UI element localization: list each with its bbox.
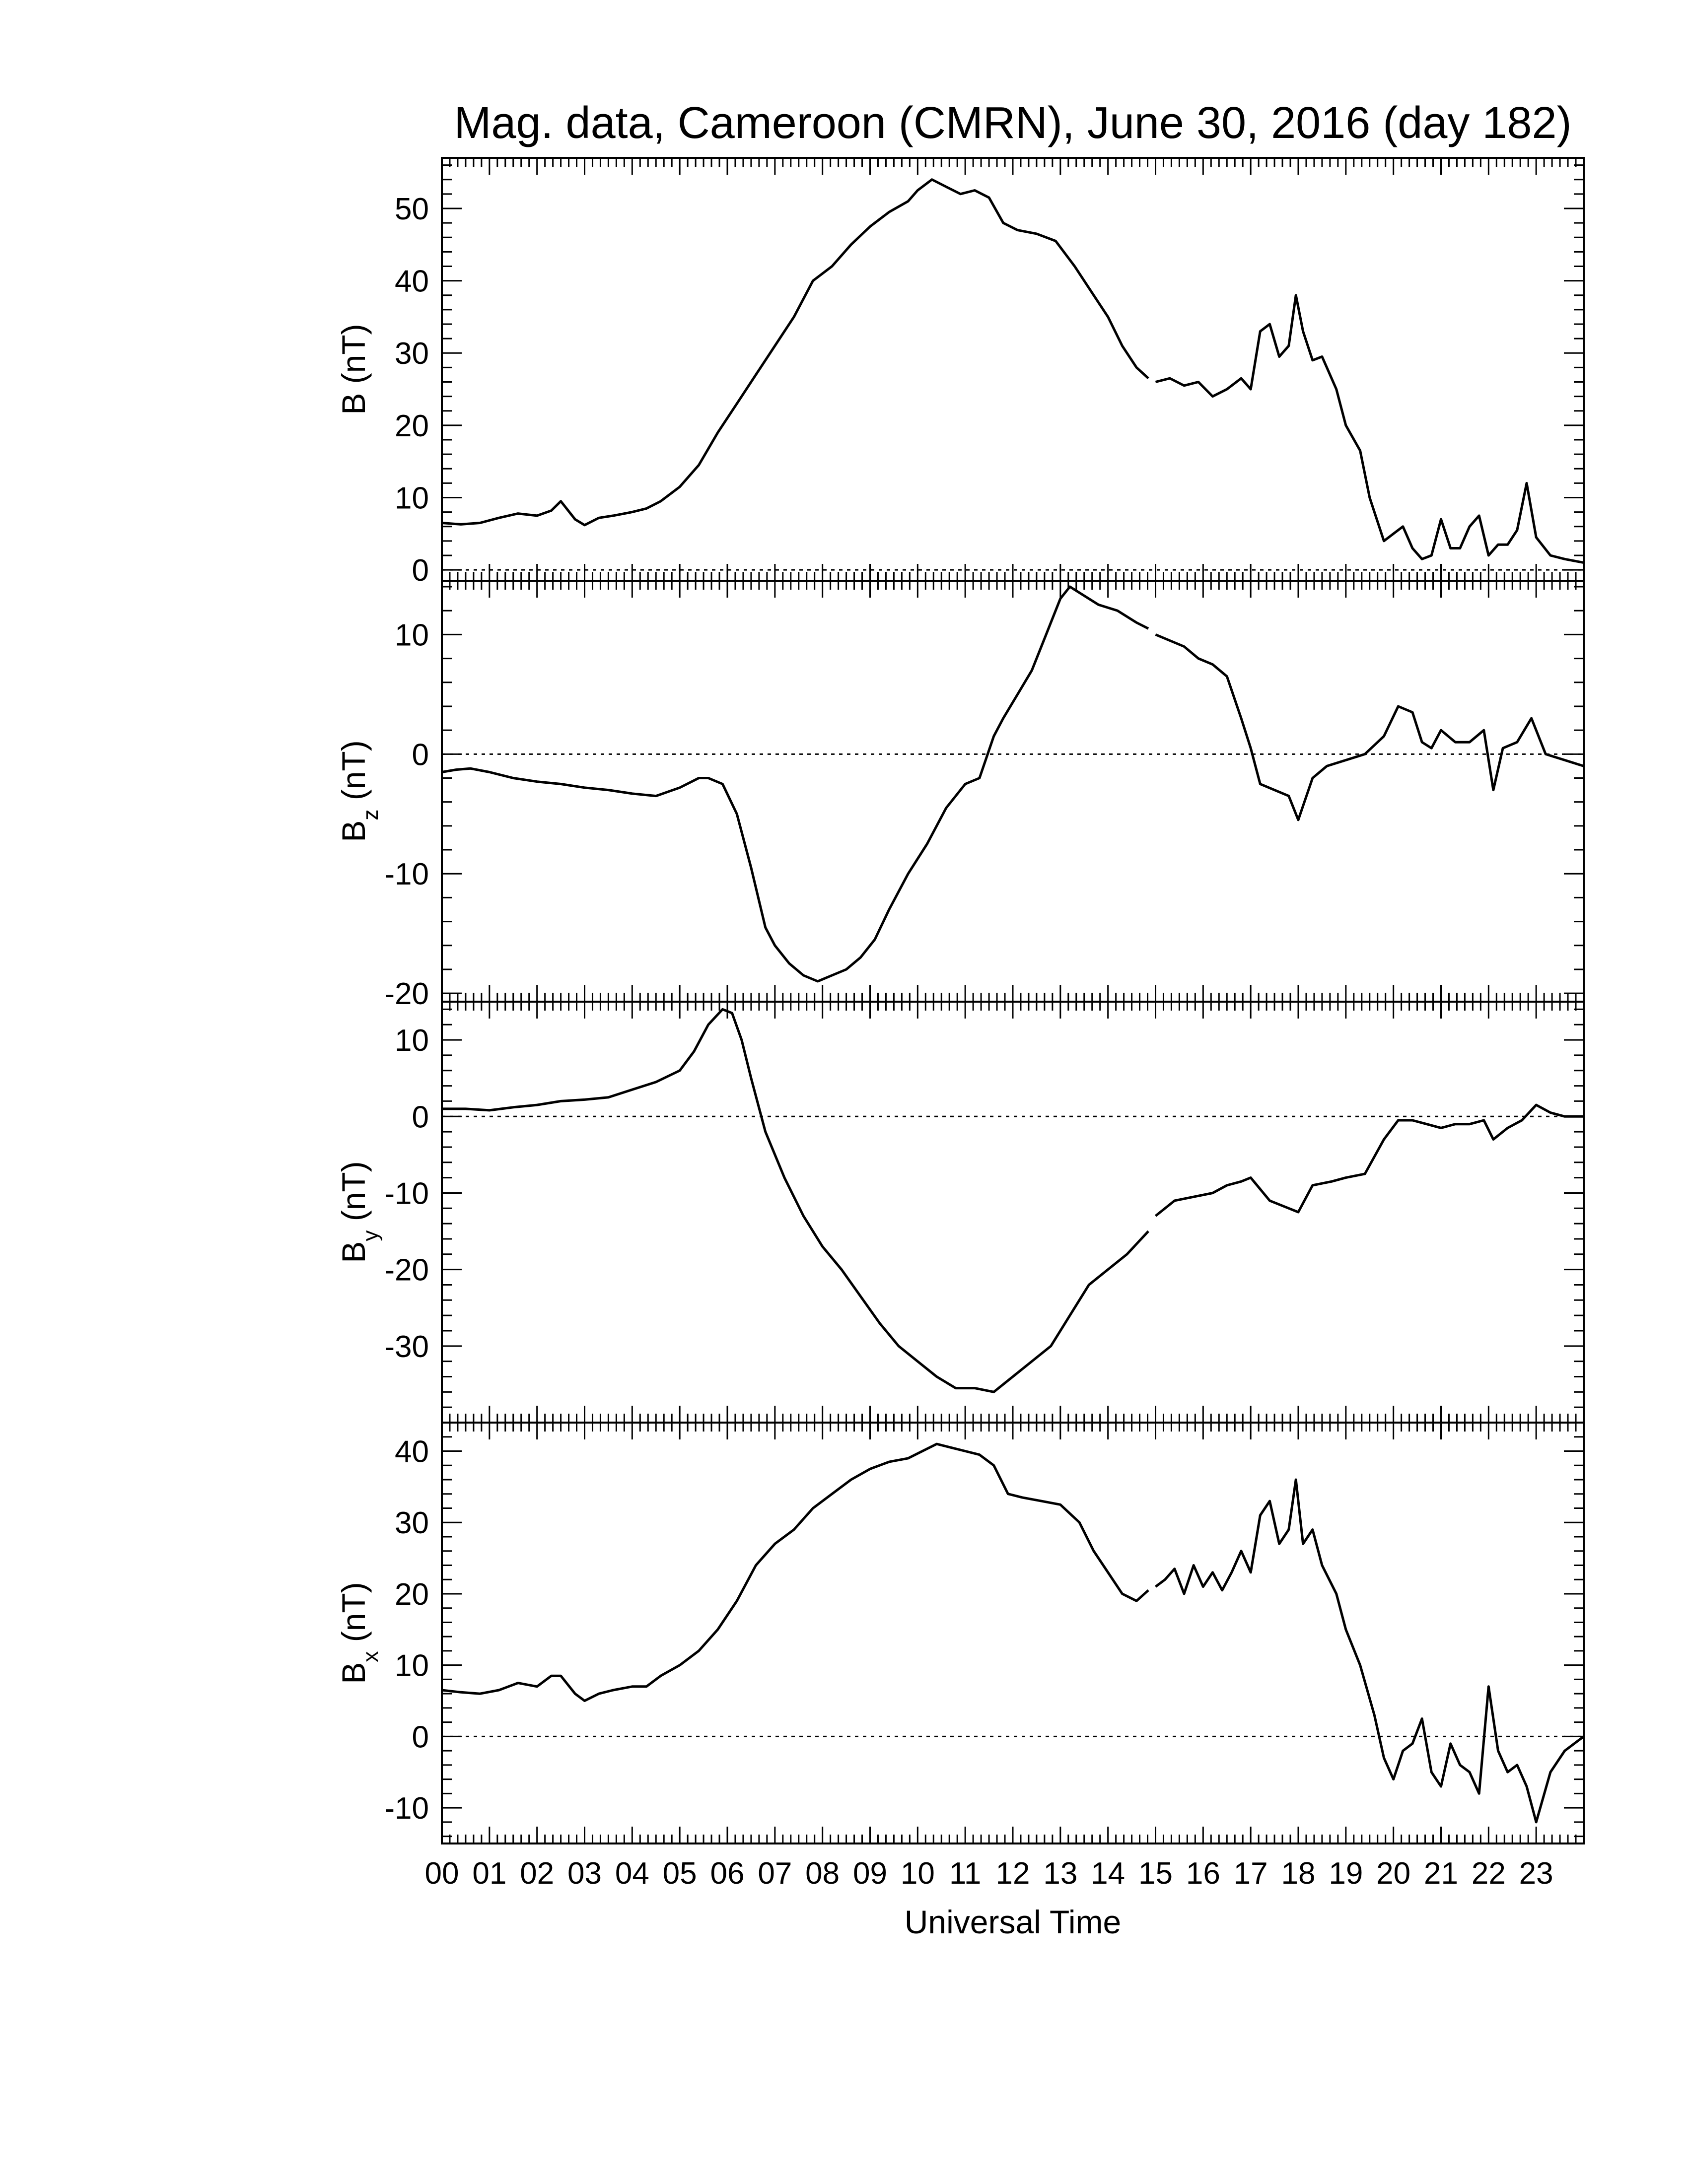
panel-frame: [441, 157, 1585, 582]
y-tick-label: 20: [395, 1577, 429, 1612]
y-tick-label: 0: [412, 738, 429, 772]
x-tick-label: 09: [853, 1856, 887, 1891]
x-tick-label: 08: [805, 1856, 840, 1891]
x-tick-label: 00: [425, 1856, 459, 1891]
series-line-Bx-1: [441, 1442, 1149, 1702]
x-tick-label: 11: [949, 1856, 981, 1891]
series-line-Bz-2: [1155, 633, 1584, 821]
y-tick-label: -20: [384, 1253, 429, 1288]
series-line-By-1: [442, 1008, 1149, 1393]
series-line-Bz-1: [441, 585, 1149, 983]
x-tick-label: 19: [1329, 1856, 1363, 1891]
y-tick-label: -30: [384, 1330, 429, 1364]
series-line-B-2: [1155, 294, 1584, 564]
panel-B: 0 10 20 30 40 50 B (nT): [335, 157, 1585, 588]
x-tick-label: 03: [567, 1856, 602, 1891]
y-tick-label: 0: [412, 553, 429, 588]
x-axis-label: Universal Time: [905, 1904, 1121, 1940]
x-tick-label: 15: [1138, 1856, 1173, 1891]
x-tick-label: 20: [1376, 1856, 1410, 1891]
y-axis-label-By: By (nT): [335, 1161, 383, 1263]
y-tick-label: -10: [384, 1791, 429, 1826]
x-tick-label: 13: [1043, 1856, 1077, 1891]
y-tick-label: 30: [395, 1506, 429, 1540]
x-tick-label: 07: [758, 1856, 792, 1891]
x-tick-label: 10: [901, 1856, 935, 1891]
x-tick-label: 02: [520, 1856, 554, 1891]
y-axis-label-Bz: Bz (nT): [335, 740, 383, 842]
x-tick-label: 04: [615, 1856, 649, 1891]
y-tick-label: -20: [384, 977, 429, 1011]
x-tick-label: 21: [1424, 1856, 1458, 1891]
panel-Bx: -10 0 10 20 30 40 Bx (nT): [335, 1422, 1585, 1844]
panel-Bz: -20 -10 0 10 Bz (nT): [335, 580, 1585, 1011]
series-line-Bx-2: [1154, 1478, 1585, 1824]
y-tick-label: -10: [384, 1176, 429, 1211]
x-axis: 00 01 02 03 04 05 06 07 08 09 10 11 12 13 14 15 16 17 18 19…: [425, 1856, 1553, 1891]
y-tick-label: 40: [395, 1434, 429, 1469]
x-tick-label: 23: [1519, 1856, 1553, 1891]
x-tick-label: 17: [1234, 1856, 1268, 1891]
x-tick-label: 16: [1186, 1856, 1220, 1891]
y-tick-label: 10: [395, 618, 429, 652]
x-tick-label: 22: [1472, 1856, 1506, 1891]
y-tick-label: 10: [395, 1024, 429, 1058]
y-tick-label: 20: [395, 409, 429, 443]
x-tick-label: 01: [472, 1856, 506, 1891]
y-axis-label-Bx: Bx (nT): [335, 1582, 383, 1684]
x-tick-label: 18: [1281, 1856, 1316, 1891]
series-line-B-1: [441, 178, 1149, 527]
y-tick-label: -10: [384, 857, 429, 891]
panel-frame: [441, 1001, 1585, 1424]
y-tick-label: 40: [395, 265, 429, 299]
y-tick-label: 10: [395, 481, 429, 516]
panel-frame: [441, 1422, 1585, 1844]
x-tick-label: 12: [996, 1856, 1030, 1891]
y-tick-label: 0: [412, 1720, 429, 1754]
y-tick-label: 10: [395, 1649, 429, 1683]
x-tick-label: 14: [1091, 1856, 1125, 1891]
y-tick-label: 30: [395, 337, 429, 371]
chart-title: Mag. data, Cameroon (CMRN), June 30, 201…: [454, 98, 1571, 148]
x-tick-label: 06: [710, 1856, 745, 1891]
y-axis-label-B: B (nT): [335, 324, 372, 414]
series-line-By-2: [1154, 1103, 1584, 1217]
panel-By: -30 -20 -10 0 10 By (nT): [335, 1001, 1585, 1424]
y-tick-label: 0: [412, 1100, 429, 1134]
y-tick-label: 50: [395, 192, 429, 226]
x-tick-label: 05: [663, 1856, 697, 1891]
